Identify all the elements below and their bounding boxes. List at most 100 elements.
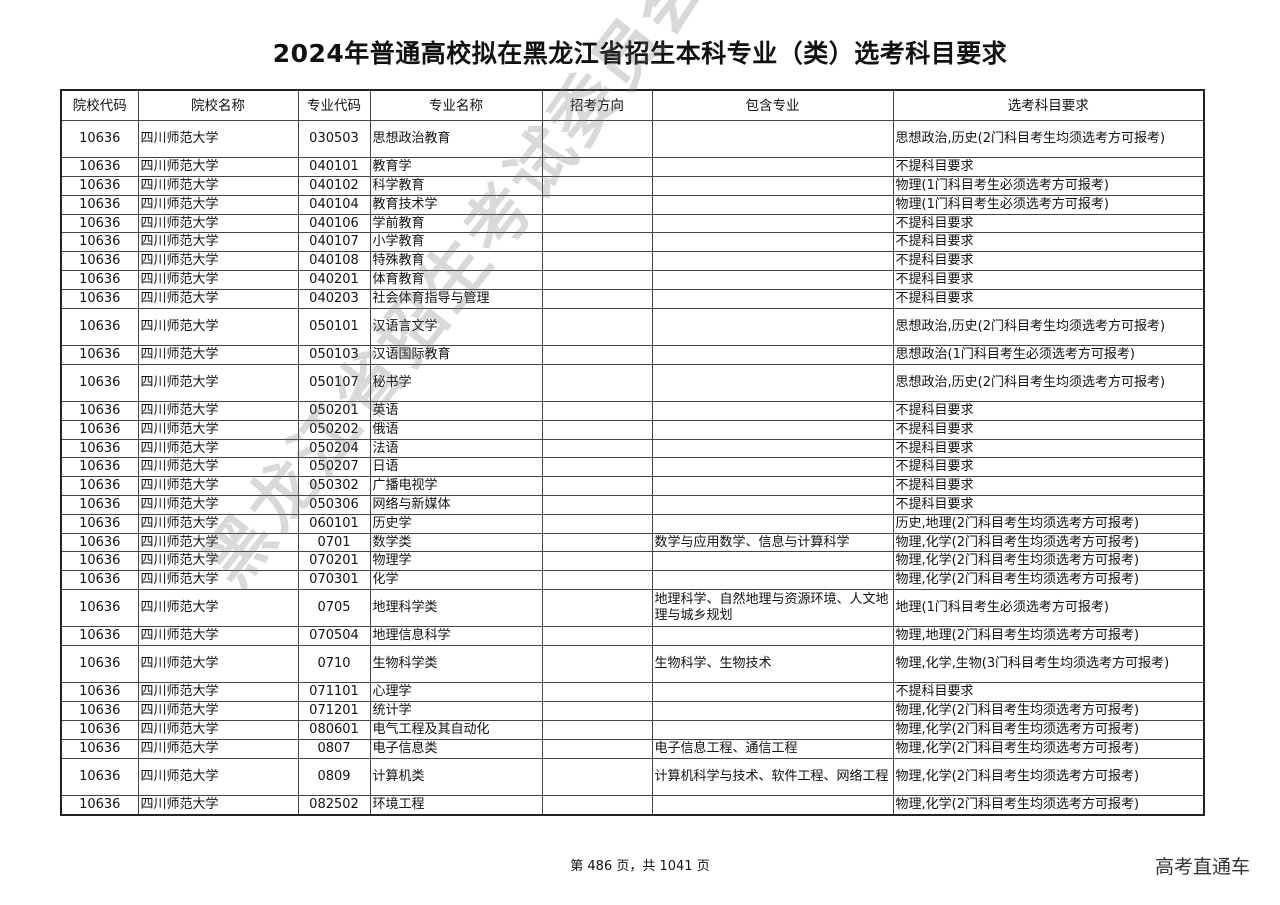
table-row: 10636 四川师范大学 050202 俄语 不提科目要求 (60, 419, 1205, 440)
cell-school-code: 10636 (60, 757, 139, 796)
cell-included-majors: 电子信息工程、通信工程 (651, 738, 894, 759)
cell-subject-requirements: 物理,化学(2门科目考生均须选考方可报考) (892, 794, 1205, 816)
cell-major-name: 法语 (369, 438, 543, 459)
cell-major-name: 体育教育 (369, 270, 543, 290)
cell-included-majors (651, 476, 894, 497)
cell-included-majors (651, 232, 894, 253)
cell-subject-requirements: 不提科目要求 (892, 232, 1205, 253)
table-row: 10636 四川师范大学 040101 教育学 不提科目要求 (60, 157, 1205, 178)
cell-school-code: 10636 (60, 119, 139, 159)
table-row: 10636 四川师范大学 070504 地理信息科学 物理,地理(2门科目考生均须选考方… (60, 626, 1205, 647)
cell-included-majors: 计算机科学与技术、软件工程、网络工程 (651, 757, 894, 796)
cell-included-majors (651, 570, 894, 591)
table-row: 10636 四川师范大学 050207 日语 不提科目要求 (60, 457, 1205, 478)
table-row: 10636 四川师范大学 0701 数学类 数学与应用数学、信息与计算科学 物理,化学(2… (60, 532, 1205, 553)
cell-major-name: 广播电视学 (369, 476, 543, 497)
table-row: 10636 四川师范大学 030503 思想政治教育 思想政治,历史(2门科目考生均须选… (60, 119, 1205, 159)
cell-major-name: 汉语言文学 (369, 307, 543, 346)
cell-school-code: 10636 (60, 288, 139, 309)
cell-major-code: 040108 (297, 251, 371, 272)
cell-school-code: 10636 (60, 513, 139, 534)
cell-direction (541, 194, 653, 215)
cell-direction (541, 307, 653, 346)
cell-direction (541, 476, 653, 497)
cell-school-code: 10636 (60, 682, 139, 703)
cell-included-majors (651, 119, 894, 159)
cell-school-name: 四川师范大学 (137, 251, 299, 272)
cell-major-code: 040203 (297, 288, 371, 309)
cell-school-code: 10636 (60, 626, 139, 647)
cell-major-name: 电气工程及其自动化 (369, 720, 543, 740)
header-row: 院校代码 院校名称 专业代码 专业名称 招考方向 包含专业 选考科目要求 (60, 89, 1205, 121)
table-row: 10636 四川师范大学 060101 历史学 历史,地理(2门科目考生均须选考方可报考… (60, 513, 1205, 534)
brand-logo: 高考直通车 (1154, 856, 1250, 878)
cell-major-name: 教育学 (369, 157, 543, 178)
cell-major-name: 地理信息科学 (369, 626, 543, 647)
cell-school-name: 四川师范大学 (137, 551, 299, 572)
cell-major-code: 050207 (297, 457, 371, 478)
cell-direction (541, 288, 653, 309)
cell-subject-requirements: 思想政治,历史(2门科目考生均须选考方可报考) (892, 363, 1205, 403)
cell-major-name: 日语 (369, 457, 543, 478)
header-major-code: 专业代码 (297, 89, 371, 121)
cell-school-code: 10636 (60, 794, 139, 816)
cell-major-code: 040107 (297, 232, 371, 253)
cell-school-code: 10636 (60, 401, 139, 421)
table-row: 10636 四川师范大学 050302 广播电视学 不提科目要求 (60, 476, 1205, 497)
cell-included-majors: 地理科学、自然地理与资源环境、人文地理与城乡规划 (651, 589, 894, 628)
cell-subject-requirements: 不提科目要求 (892, 157, 1205, 178)
cell-included-majors (651, 495, 894, 515)
cell-school-name: 四川师范大学 (137, 176, 299, 196)
page-title: 2024年普通高校拟在黑龙江省招生本科专业（类）选考科目要求 (272, 39, 1008, 68)
cell-direction (541, 794, 653, 816)
cell-major-name: 化学 (369, 570, 543, 591)
cell-major-code: 0809 (297, 757, 371, 796)
cell-direction (541, 570, 653, 591)
table-row: 10636 四川师范大学 040201 体育教育 不提科目要求 (60, 270, 1205, 290)
cell-major-code: 071101 (297, 682, 371, 703)
cell-included-majors (651, 288, 894, 309)
cell-direction (541, 701, 653, 722)
cell-direction (541, 176, 653, 196)
cell-subject-requirements: 物理,化学(2门科目考生均须选考方可报考) (892, 757, 1205, 796)
table-row: 10636 四川师范大学 040102 科学教育 物理(1门科目考生必须选考方可报考) (60, 176, 1205, 196)
cell-school-code: 10636 (60, 476, 139, 497)
cell-major-code: 080601 (297, 720, 371, 740)
cell-direction (541, 363, 653, 403)
cell-subject-requirements: 地理(1门科目考生必须选考方可报考) (892, 589, 1205, 628)
table-row: 10636 四川师范大学 050306 网络与新媒体 不提科目要求 (60, 495, 1205, 515)
cell-subject-requirements: 物理,地理(2门科目考生均须选考方可报考) (892, 626, 1205, 647)
cell-major-name: 统计学 (369, 701, 543, 722)
cell-direction (541, 401, 653, 421)
cell-direction (541, 438, 653, 459)
cell-subject-requirements: 思想政治,历史(2门科目考生均须选考方可报考) (892, 307, 1205, 346)
cell-school-code: 10636 (60, 738, 139, 759)
page-number: 第 486 页，共 1041 页 (570, 859, 710, 874)
cell-school-name: 四川师范大学 (137, 157, 299, 178)
cell-school-name: 四川师范大学 (137, 720, 299, 740)
cell-included-majors (651, 551, 894, 572)
cell-school-name: 四川师范大学 (137, 645, 299, 684)
cell-major-name: 社会体育指导与管理 (369, 288, 543, 309)
cell-included-majors (651, 307, 894, 346)
cell-included-majors (651, 157, 894, 178)
cell-included-majors (651, 419, 894, 440)
cell-school-name: 四川师范大学 (137, 532, 299, 553)
cell-major-name: 电子信息类 (369, 738, 543, 759)
cell-direction (541, 232, 653, 253)
cell-direction (541, 626, 653, 647)
cell-major-code: 082502 (297, 794, 371, 816)
cell-major-name: 学前教育 (369, 213, 543, 234)
cell-included-majors (651, 438, 894, 459)
cell-direction (541, 457, 653, 478)
header-school-name: 院校名称 (137, 89, 299, 121)
cell-school-code: 10636 (60, 457, 139, 478)
cell-major-name: 数学类 (369, 532, 543, 553)
cell-included-majors (651, 513, 894, 534)
cell-subject-requirements: 思想政治(1门科目考生必须选考方可报考) (892, 344, 1205, 365)
cell-subject-requirements: 不提科目要求 (892, 419, 1205, 440)
table-row: 10636 四川师范大学 050201 英语 不提科目要求 (60, 401, 1205, 421)
cell-direction (541, 119, 653, 159)
cell-school-code: 10636 (60, 589, 139, 628)
cell-included-majors (651, 626, 894, 647)
